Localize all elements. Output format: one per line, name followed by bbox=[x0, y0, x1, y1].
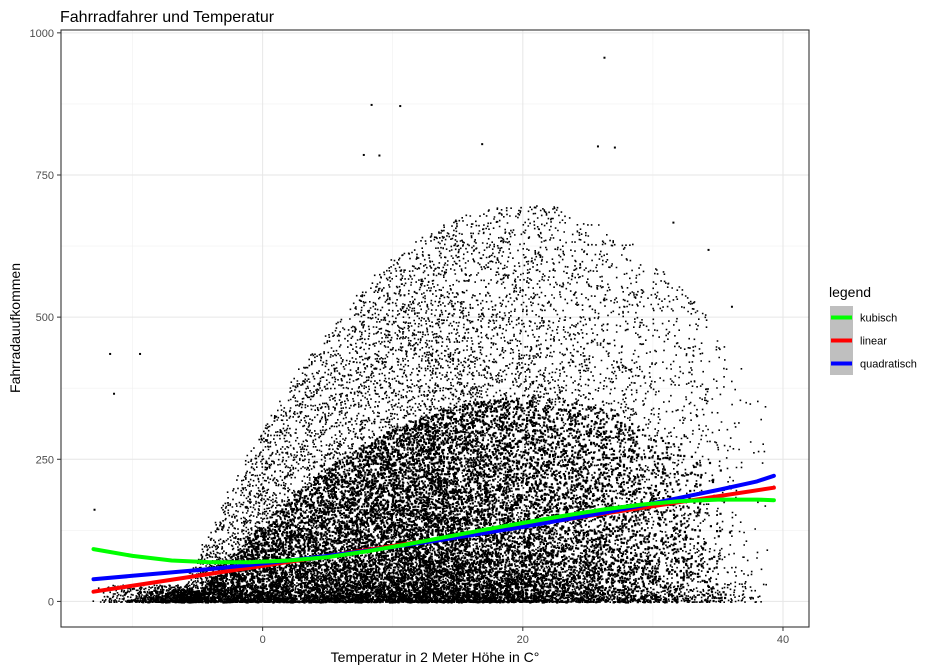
chart-title: Fahrradfahrer und Temperatur bbox=[60, 9, 275, 26]
y-axis-tick-label: 250 bbox=[36, 454, 54, 466]
x-axis-tick-label: 0 bbox=[260, 634, 266, 646]
scatter-point-outlier bbox=[378, 154, 381, 157]
scatter-point-outlier bbox=[707, 248, 710, 251]
scatter-point-outlier bbox=[399, 105, 402, 108]
legend-title: legend bbox=[829, 284, 871, 300]
y-axis-tick-label: 1000 bbox=[30, 28, 54, 40]
legend-entry-linear: linear bbox=[830, 329, 887, 352]
scatter-point-outlier bbox=[596, 145, 599, 148]
scatter-point-outlier bbox=[672, 221, 675, 224]
scatter-point-outlier bbox=[113, 392, 116, 395]
scatter-point-outlier bbox=[481, 143, 484, 146]
scatter-point-outlier bbox=[370, 103, 373, 106]
series-line-quadratisch bbox=[91, 473, 776, 582]
x-axis-tick-label: 20 bbox=[517, 634, 529, 646]
series-line-kubisch bbox=[91, 497, 776, 565]
legend-label: linear bbox=[860, 336, 887, 348]
x-axis-tick-label: 40 bbox=[777, 634, 789, 646]
legend-entry-quadratisch: quadratisch bbox=[830, 352, 917, 375]
y-axis-tick-label: 500 bbox=[36, 312, 54, 324]
legend-label: quadratisch bbox=[860, 359, 917, 371]
y-axis-title: Fahrradauufkommen bbox=[7, 263, 23, 393]
legend-label: kubisch bbox=[860, 313, 897, 325]
scatter-point-outlier bbox=[93, 508, 96, 511]
legend: legend kubisch linear quadratisch bbox=[829, 284, 917, 375]
scatter-points bbox=[92, 56, 775, 604]
scatter-point-outlier bbox=[139, 352, 142, 355]
scatter-point-outlier bbox=[730, 305, 733, 308]
plot-panel bbox=[60, 29, 810, 628]
scatter-point-outlier bbox=[603, 56, 606, 59]
y-axis-tick-label: 0 bbox=[48, 596, 54, 608]
scatter-point-outlier bbox=[362, 153, 365, 156]
legend-entry-kubisch: kubisch bbox=[830, 306, 897, 329]
x-axis-title: Temperatur in 2 Meter Höhe in C° bbox=[331, 649, 540, 665]
scatter-point-outlier bbox=[109, 352, 112, 355]
scatter-dense-core bbox=[139, 396, 732, 604]
y-axis-tick-label: 750 bbox=[36, 170, 54, 182]
scatter-point-outlier bbox=[613, 146, 616, 149]
scatter-point-core bbox=[139, 396, 732, 604]
axes: 0 20 40 0 250 500 750 1000 bbox=[30, 28, 790, 646]
panel-border bbox=[60, 29, 810, 628]
regression-lines bbox=[91, 473, 776, 594]
legend-entries: kubisch linear quadratisch bbox=[830, 306, 917, 375]
